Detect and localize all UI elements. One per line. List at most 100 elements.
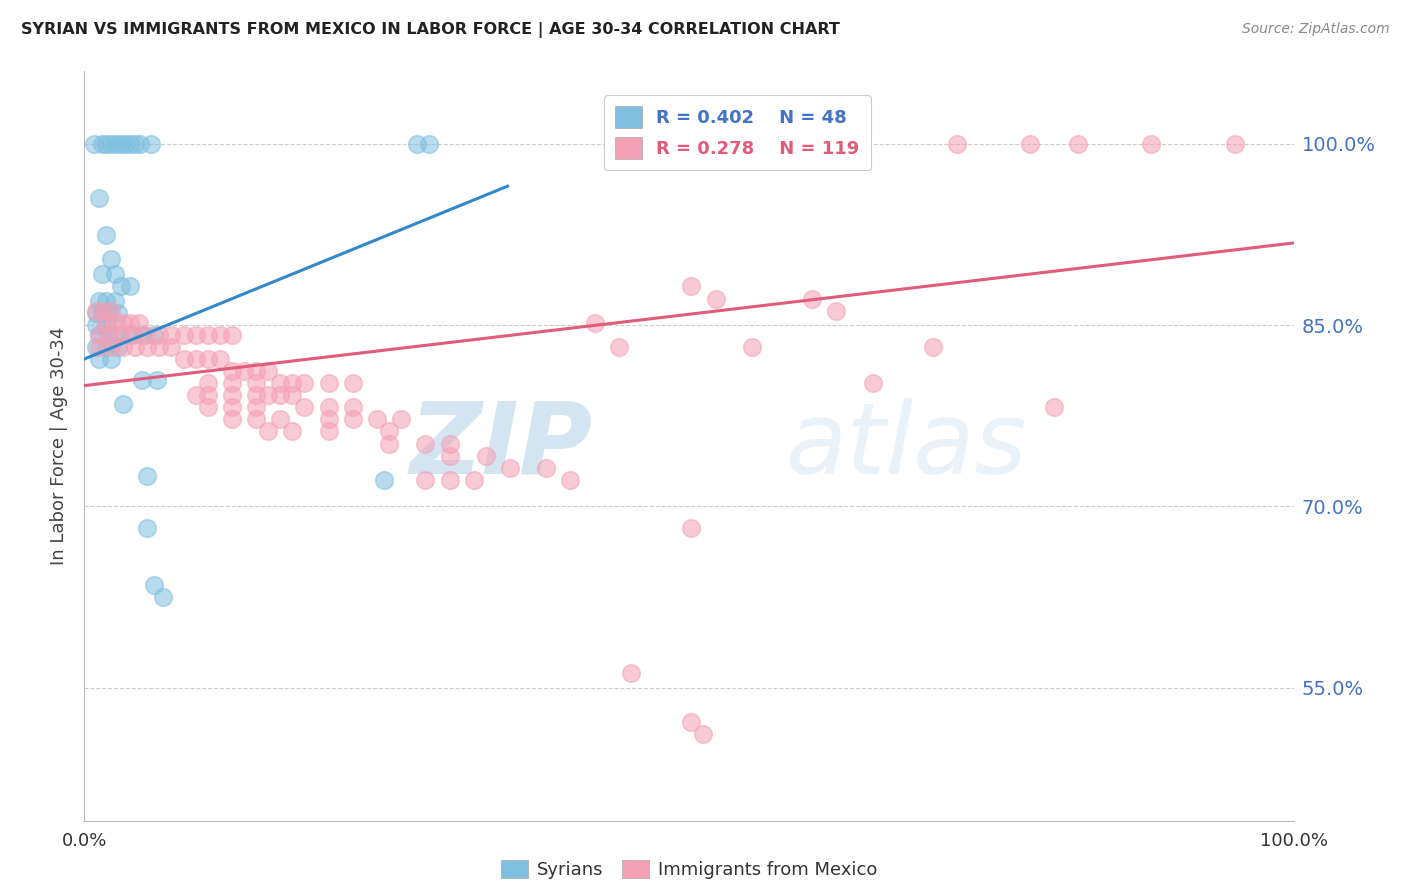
Point [91, 306, 114, 320]
Point [281, 388, 304, 402]
Point [389, 412, 412, 426]
Point [233, 364, 256, 378]
Point [318, 376, 340, 391]
Point [184, 351, 207, 366]
Point [87, 327, 110, 342]
Point [136, 521, 159, 535]
Point [318, 412, 340, 426]
Point [97, 306, 120, 320]
Point [294, 376, 316, 391]
Point [269, 376, 291, 391]
Point [146, 372, 169, 386]
Point [139, 136, 162, 151]
Point [499, 460, 522, 475]
Point [134, 327, 156, 342]
Point [94, 316, 117, 330]
Point [107, 340, 129, 354]
Point [825, 303, 848, 318]
Point [245, 364, 267, 378]
Point [120, 136, 142, 151]
Point [112, 397, 135, 411]
Point [94, 318, 117, 333]
Point [475, 449, 498, 463]
Point [197, 327, 219, 342]
Point [184, 388, 207, 402]
Point [114, 136, 136, 151]
Point [100, 303, 122, 318]
Point [418, 136, 440, 151]
Point [281, 376, 304, 391]
Point [463, 473, 485, 487]
Point [93, 303, 115, 318]
Point [100, 136, 122, 151]
Point [87, 293, 110, 308]
Point [741, 340, 763, 354]
Point [257, 425, 280, 439]
Point [197, 388, 219, 402]
Point [415, 473, 437, 487]
Point [112, 316, 135, 330]
Point [536, 460, 558, 475]
Point [221, 388, 243, 402]
Point [120, 327, 142, 342]
Point [245, 376, 267, 391]
Point [439, 449, 461, 463]
Point [129, 136, 152, 151]
Point [1225, 136, 1247, 151]
Point [197, 376, 219, 391]
Point [378, 436, 401, 450]
Point [1140, 136, 1163, 151]
Point [143, 578, 166, 592]
Text: Source: ZipAtlas.com: Source: ZipAtlas.com [1241, 22, 1389, 37]
Point [221, 401, 243, 415]
Point [269, 412, 291, 426]
Point [197, 351, 219, 366]
Point [86, 318, 108, 333]
Point [94, 293, 117, 308]
Point [366, 412, 388, 426]
Point [1043, 401, 1066, 415]
Point [120, 279, 142, 293]
Point [294, 401, 316, 415]
Point [152, 590, 174, 604]
Point [692, 726, 714, 740]
Point [583, 316, 606, 330]
Point [245, 401, 267, 415]
Point [124, 340, 146, 354]
Point [94, 340, 117, 354]
Point [87, 327, 110, 342]
Point [131, 372, 153, 386]
Point [94, 227, 117, 242]
Point [946, 136, 969, 151]
Point [107, 327, 129, 342]
Point [110, 327, 132, 342]
Point [406, 136, 429, 151]
Point [681, 279, 703, 293]
Point [801, 292, 824, 306]
Point [415, 436, 437, 450]
Point [148, 340, 170, 354]
Point [281, 425, 304, 439]
Point [104, 136, 127, 151]
Point [87, 351, 110, 366]
Point [221, 364, 243, 378]
Point [269, 388, 291, 402]
Point [318, 425, 340, 439]
Point [221, 327, 243, 342]
Point [100, 252, 122, 266]
Point [208, 327, 231, 342]
Point [378, 425, 401, 439]
Point [197, 401, 219, 415]
Point [91, 136, 114, 151]
Point [104, 316, 127, 330]
Point [107, 306, 129, 320]
Text: ZIP: ZIP [409, 398, 592, 494]
Point [83, 136, 105, 151]
Point [439, 473, 461, 487]
Point [136, 469, 159, 483]
Point [104, 268, 127, 282]
Legend: Syrians, Immigrants from Mexico: Syrians, Immigrants from Mexico [494, 853, 884, 887]
Point [100, 340, 122, 354]
Point [131, 327, 153, 342]
Point [1067, 136, 1090, 151]
